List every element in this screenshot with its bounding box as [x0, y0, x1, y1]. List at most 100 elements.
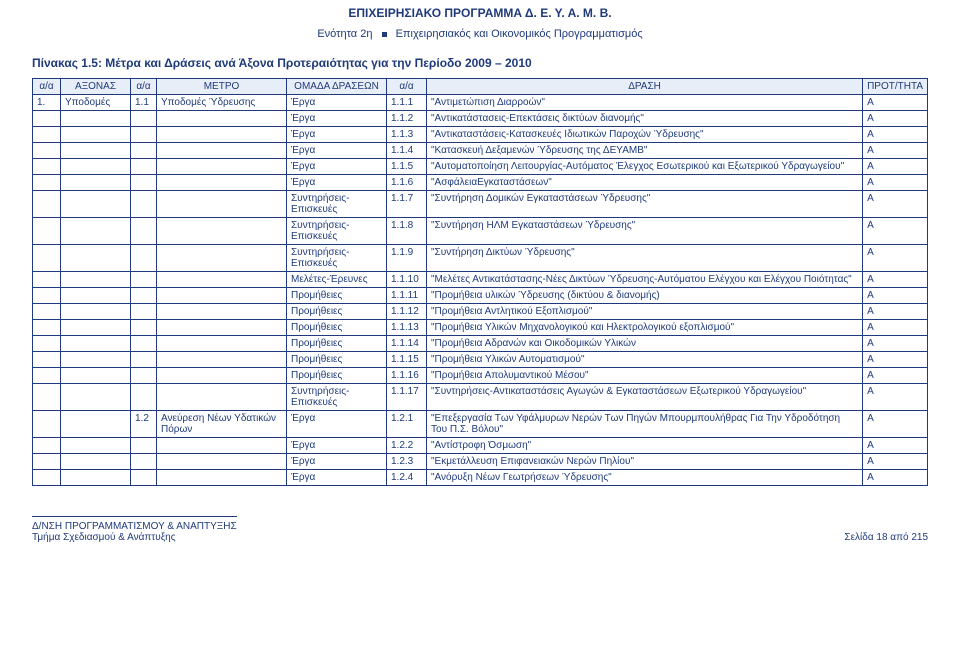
table-cell — [131, 320, 157, 336]
table-cell — [157, 175, 287, 191]
table-cell — [33, 111, 61, 127]
table-cell: 1.2.4 — [387, 470, 427, 486]
table-cell — [61, 368, 131, 384]
table-cell — [157, 127, 287, 143]
table-cell — [61, 454, 131, 470]
table-cell: Έργα — [287, 159, 387, 175]
table-cell — [61, 411, 131, 438]
table-cell: "Προμήθεια Αντλητικού Εξοπλισμού" — [427, 304, 863, 320]
table-cell — [33, 191, 61, 218]
table-cell: Προμήθειες — [287, 336, 387, 352]
table-cell — [61, 304, 131, 320]
table-cell: "Συντήρηση Δικτύων Ύδρευσης" — [427, 245, 863, 272]
bullet-icon — [382, 32, 387, 37]
table-cell: 1. — [33, 95, 61, 111]
table-cell — [157, 218, 287, 245]
table-cell — [61, 175, 131, 191]
table-cell: 1.1.7 — [387, 191, 427, 218]
table-row: Προμήθειες1.1.13"Προμήθεια Υλικών Μηχανο… — [33, 320, 928, 336]
header-title: ΕΠΙΧΕΙΡΗΣΙΑΚΟ ΠΡΟΓΡΑΜΜΑ Δ. Ε. Υ. Α. Μ. Β… — [32, 6, 928, 20]
table-cell: Έργα — [287, 454, 387, 470]
table-cell: 1.1.14 — [387, 336, 427, 352]
column-header: ΜΕΤΡΟ — [157, 79, 287, 95]
table-row: Έργα1.1.2"Αντικατάστασεις-Επεκτάσεις δικ… — [33, 111, 928, 127]
table-cell — [157, 454, 287, 470]
table-cell: Α — [863, 368, 928, 384]
table-cell — [131, 288, 157, 304]
table-row: Έργα1.1.4"Κατασκευή Δεξαμενών Ύδρευσης τ… — [33, 143, 928, 159]
table-row: Έργα1.2.4"Ανόρυξη Νέων Γεωτρήσεων Ύδρευσ… — [33, 470, 928, 486]
table-cell: Α — [863, 288, 928, 304]
table-cell — [33, 384, 61, 411]
table-cell — [157, 368, 287, 384]
table-cell — [61, 438, 131, 454]
table-cell — [131, 191, 157, 218]
table-cell: Συντηρήσεις-Επισκευές — [287, 218, 387, 245]
table-cell — [157, 143, 287, 159]
table-cell: "Επεξεργασία Των Υφάλμυρων Νερών Των Πηγ… — [427, 411, 863, 438]
table-cell: Α — [863, 111, 928, 127]
table-cell: Υποδομές Ύδρευσης — [157, 95, 287, 111]
table-cell: "Αυτοματοποίηση Λειτουργίας-Αυτόματος Έλ… — [427, 159, 863, 175]
table-cell: Συντηρήσεις-Επισκευές — [287, 245, 387, 272]
table-row: 1.Υποδομές1.1Υποδομές ΎδρευσηςΈργα1.1.1"… — [33, 95, 928, 111]
table-cell: "Συντηρήσεις-Αντικαταστάσεις Αγωγών & Εγ… — [427, 384, 863, 411]
table-row: Έργα1.1.3"Αντικαταστάσεις-Κατασκευές Ιδι… — [33, 127, 928, 143]
table-cell: 1.1.17 — [387, 384, 427, 411]
table-cell: "Συντήρηση Δομικών Εγκαταστάσεων Ύδρευση… — [427, 191, 863, 218]
table-cell — [33, 159, 61, 175]
table-row: Συντηρήσεις-Επισκευές1.1.9"Συντήρηση Δικ… — [33, 245, 928, 272]
table-cell: Ανεύρεση Νέων Υδατικών Πόρων — [157, 411, 287, 438]
table-cell — [131, 454, 157, 470]
table-cell: Προμήθειες — [287, 352, 387, 368]
table-cell: "Προμήθεια Αδρανών και Οικοδομικών Υλικώ… — [427, 336, 863, 352]
table-cell — [33, 245, 61, 272]
table-cell — [157, 191, 287, 218]
table-cell — [33, 454, 61, 470]
table-row: Έργα1.1.6"ΑσφάλειαΕγκαταστάσεων"Α — [33, 175, 928, 191]
table-row: Προμήθειες1.1.11"Προμήθεια υλικών Ύδρευσ… — [33, 288, 928, 304]
table-cell — [131, 175, 157, 191]
table-cell: "Ανόρυξη Νέων Γεωτρήσεων Ύδρευσης" — [427, 470, 863, 486]
table-cell: Α — [863, 320, 928, 336]
column-header: α/α — [131, 79, 157, 95]
table-cell — [131, 245, 157, 272]
table-cell — [131, 143, 157, 159]
table-cell: 1.1.6 — [387, 175, 427, 191]
table-cell — [157, 159, 287, 175]
table-cell — [157, 245, 287, 272]
table-cell — [61, 218, 131, 245]
table-cell: "Προμήθεια Απολυμαντικού Μέσου" — [427, 368, 863, 384]
table-cell: 1.1.13 — [387, 320, 427, 336]
table-cell: 1.1.15 — [387, 352, 427, 368]
table-cell — [131, 438, 157, 454]
table-cell: "Προμήθεια υλικών Ύδρευσης (δικτύου & δι… — [427, 288, 863, 304]
footer-left-1: Δ/ΝΣΗ ΠΡΟΓΡΑΜΜΑΤΙΣΜΟΥ & ΑΝΑΠΤΥΞΗΣ — [32, 521, 237, 532]
table-cell: "Μελέτες Αντικατάστασης-Νέες Δικτύων Ύδρ… — [427, 272, 863, 288]
table-cell: Α — [863, 159, 928, 175]
table-cell — [33, 218, 61, 245]
table-cell: Συντηρήσεις-Επισκευές — [287, 384, 387, 411]
table-cell — [33, 470, 61, 486]
table-cell — [157, 352, 287, 368]
table-cell — [61, 272, 131, 288]
table-row: Έργα1.2.3"Εκμετάλλευση Επιφανειακών Νερώ… — [33, 454, 928, 470]
table-cell: "Προμήθεια Υλικών Αυτοματισμού" — [427, 352, 863, 368]
table-cell — [33, 272, 61, 288]
table-cell: Α — [863, 411, 928, 438]
column-header: α/α — [387, 79, 427, 95]
table-cell — [61, 336, 131, 352]
table-cell — [33, 143, 61, 159]
table-cell: Α — [863, 175, 928, 191]
table-cell: Α — [863, 191, 928, 218]
footer-page: Σελίδα 18 από 215 — [844, 532, 928, 543]
table-cell: Έργα — [287, 111, 387, 127]
table-cell: Α — [863, 272, 928, 288]
table-row: Συντηρήσεις-Επισκευές1.1.8"Συντήρηση ΗΛΜ… — [33, 218, 928, 245]
table-cell — [131, 272, 157, 288]
table-cell: Α — [863, 218, 928, 245]
table-cell: 1.2.2 — [387, 438, 427, 454]
table-cell: Α — [863, 438, 928, 454]
footer: Δ/ΝΣΗ ΠΡΟΓΡΑΜΜΑΤΙΣΜΟΥ & ΑΝΑΠΤΥΞΗΣ Τμήμα … — [32, 514, 928, 543]
table-cell: "Αντικαταστάσεις-Κατασκευές Ιδιωτικών Πα… — [427, 127, 863, 143]
